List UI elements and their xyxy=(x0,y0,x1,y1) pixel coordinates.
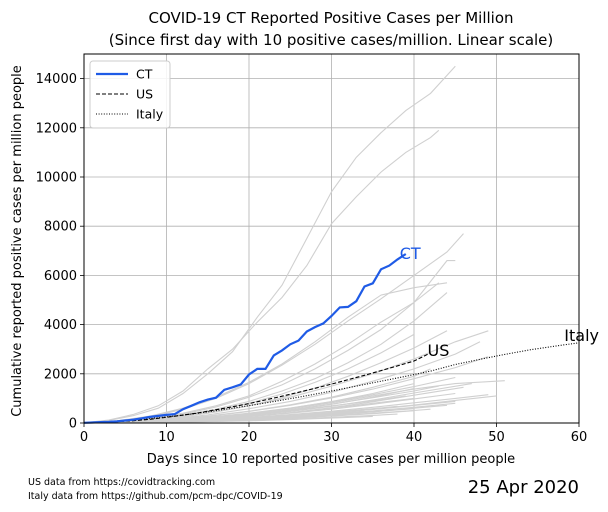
date-label: 25 Apr 2020 xyxy=(468,477,579,498)
x-tick-label: 40 xyxy=(406,430,423,445)
y-axis-label: Cumulative reported positive cases per m… xyxy=(10,65,25,417)
x-tick-label: 10 xyxy=(158,430,175,445)
main-series xyxy=(83,253,580,424)
legend-label-italy: Italy xyxy=(136,107,164,122)
legend-label-us: US xyxy=(136,87,153,102)
y-tick-label: 4000 xyxy=(44,318,77,333)
x-axis-ticks: 0 10 20 30 40 50 60 xyxy=(80,423,587,445)
series-line-italy xyxy=(83,342,580,424)
y-tick-label: 6000 xyxy=(44,269,77,284)
footnote-us-source: US data from https://covidtracking.com xyxy=(28,477,215,488)
y-axis-ticks: 0 2000 4000 6000 8000 10000 12000 14000 xyxy=(36,72,84,432)
grid-lines xyxy=(83,54,580,424)
background-series-line xyxy=(83,402,456,424)
background-series-line xyxy=(83,65,456,424)
background-series-line xyxy=(83,330,489,424)
legend: CT US Italy xyxy=(89,60,171,129)
y-tick-label: 0 xyxy=(69,417,77,432)
background-series-line xyxy=(83,376,456,424)
background-series xyxy=(83,65,505,424)
legend-box xyxy=(89,60,171,129)
y-tick-label: 14000 xyxy=(36,72,77,87)
x-tick-label: 50 xyxy=(488,430,505,445)
y-tick-label: 10000 xyxy=(36,171,77,186)
y-tick-label: 2000 xyxy=(44,367,77,382)
x-axis-label: Days since 10 reported positive cases pe… xyxy=(147,452,515,467)
x-tick-label: 60 xyxy=(571,430,588,445)
end-label-ct: CT xyxy=(400,244,421,263)
x-tick-label: 20 xyxy=(241,430,258,445)
end-label-italy: Italy xyxy=(564,326,599,345)
legend-label-ct: CT xyxy=(136,67,153,82)
y-tick-label: 12000 xyxy=(36,121,77,136)
footnote-italy-source: Italy data from https://github.com/pcm-d… xyxy=(28,491,283,502)
background-series-line xyxy=(83,129,440,424)
series-line-us xyxy=(83,352,431,424)
y-tick-label: 8000 xyxy=(44,220,77,235)
chart-title: COVID-19 CT Reported Positive Cases per … xyxy=(148,9,513,27)
end-label-us: US xyxy=(428,341,450,360)
chart-subtitle: (Since first day with 10 positive cases/… xyxy=(109,31,554,49)
x-tick-label: 30 xyxy=(323,430,340,445)
x-tick-label: 0 xyxy=(80,430,88,445)
series-end-labels: Italy US CT xyxy=(400,244,599,360)
series-line-ct xyxy=(83,253,407,424)
